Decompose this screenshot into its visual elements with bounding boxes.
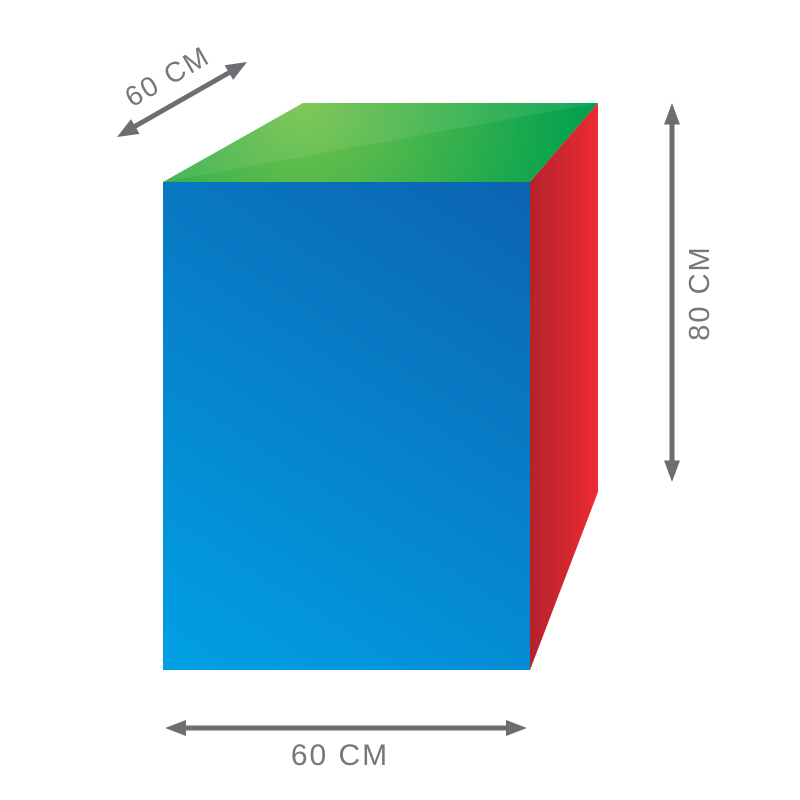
height-dimension: 80 CM [664,103,716,482]
width-arrowhead-start [165,720,186,736]
depth-arrow-line [130,68,234,131]
width-dimension: 60 CM [165,720,527,772]
box-right-face [530,103,598,670]
depth-dimension: 60 CM [117,40,247,137]
depth-arrowhead-end [224,62,247,80]
width-dimension-label: 60 CM [291,739,389,772]
box-top-face [163,103,598,182]
height-arrowhead-start [664,103,680,125]
width-arrowhead-end [506,720,527,736]
box-top-face-sheen [163,103,598,182]
depth-arrowhead-start [117,119,140,137]
height-arrowhead-end [664,460,680,482]
height-dimension-label: 80 CM [684,245,716,340]
box-front-face [163,182,530,670]
depth-dimension-label: 60 CM [119,40,215,113]
